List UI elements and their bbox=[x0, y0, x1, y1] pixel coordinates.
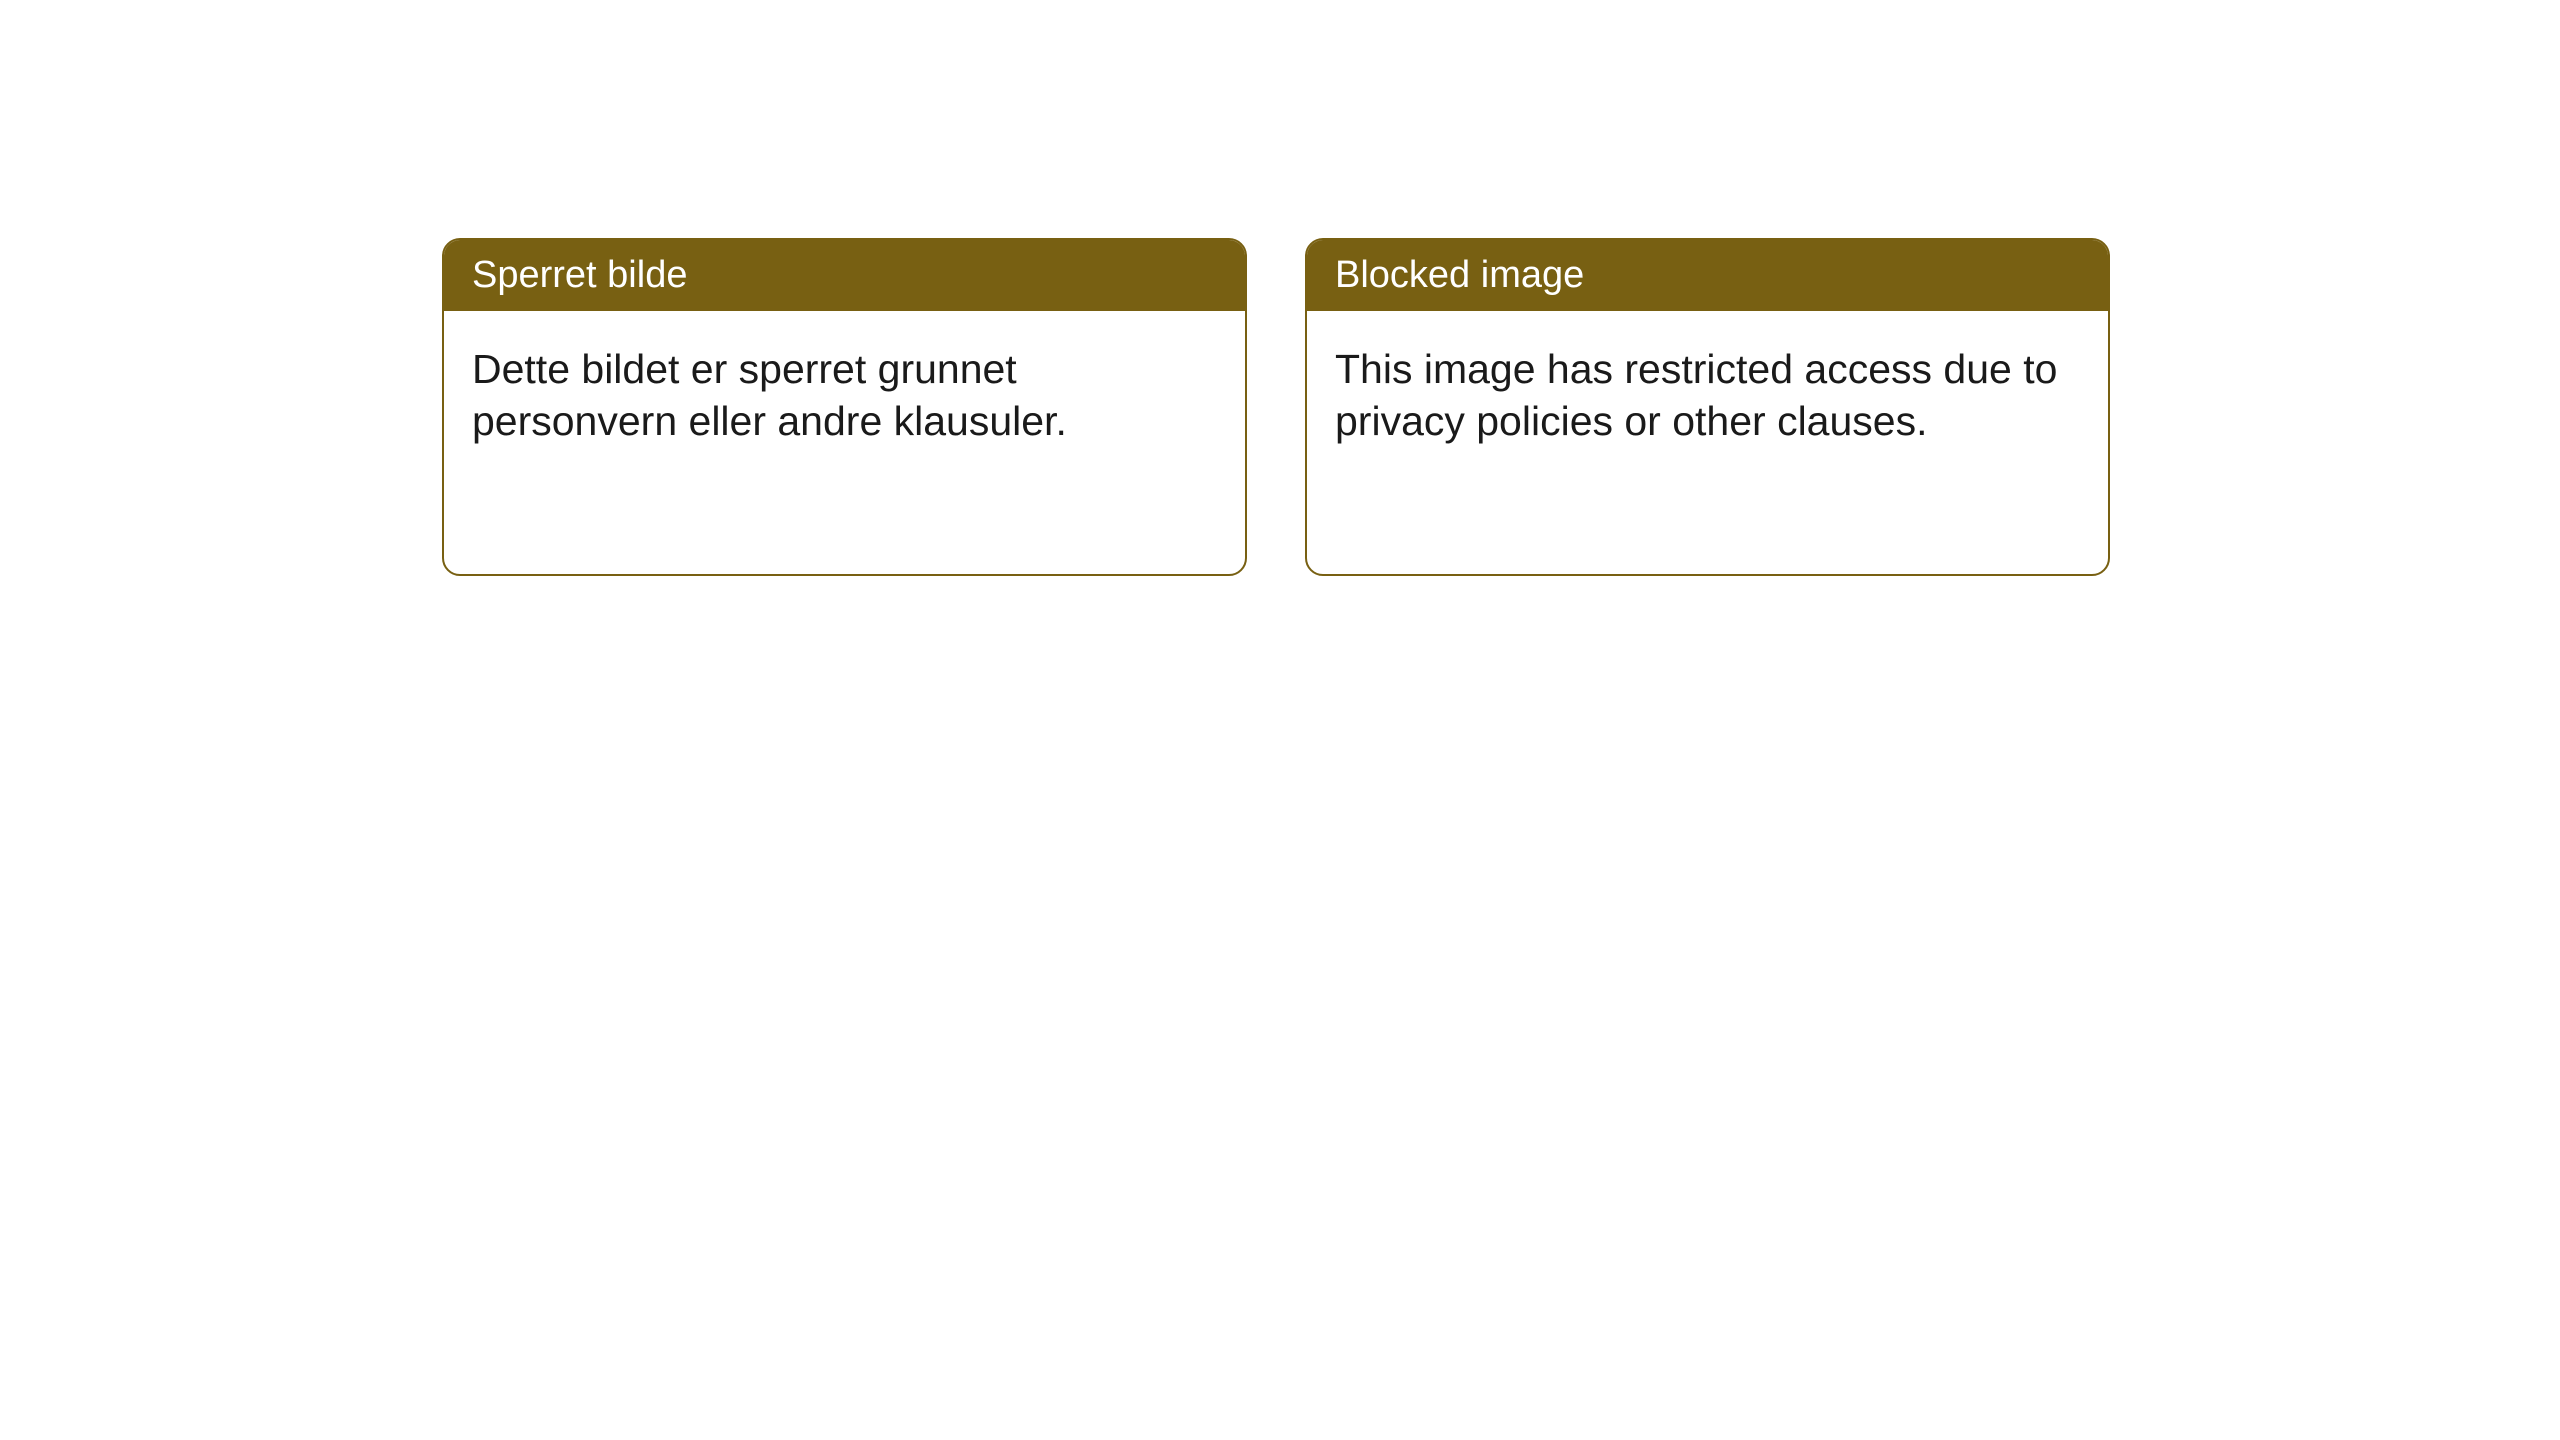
notice-card-english: Blocked image This image has restricted … bbox=[1305, 238, 2110, 576]
notice-card-norwegian: Sperret bilde Dette bildet er sperret gr… bbox=[442, 238, 1247, 576]
card-header: Sperret bilde bbox=[444, 240, 1245, 311]
card-body: Dette bildet er sperret grunnet personve… bbox=[444, 311, 1245, 480]
card-title: Blocked image bbox=[1335, 254, 1584, 296]
notice-cards-container: Sperret bilde Dette bildet er sperret gr… bbox=[442, 238, 2110, 576]
card-title: Sperret bilde bbox=[472, 254, 687, 296]
card-header: Blocked image bbox=[1307, 240, 2108, 311]
card-body: This image has restricted access due to … bbox=[1307, 311, 2108, 480]
card-message: This image has restricted access due to … bbox=[1335, 346, 2057, 444]
card-message: Dette bildet er sperret grunnet personve… bbox=[472, 346, 1067, 444]
